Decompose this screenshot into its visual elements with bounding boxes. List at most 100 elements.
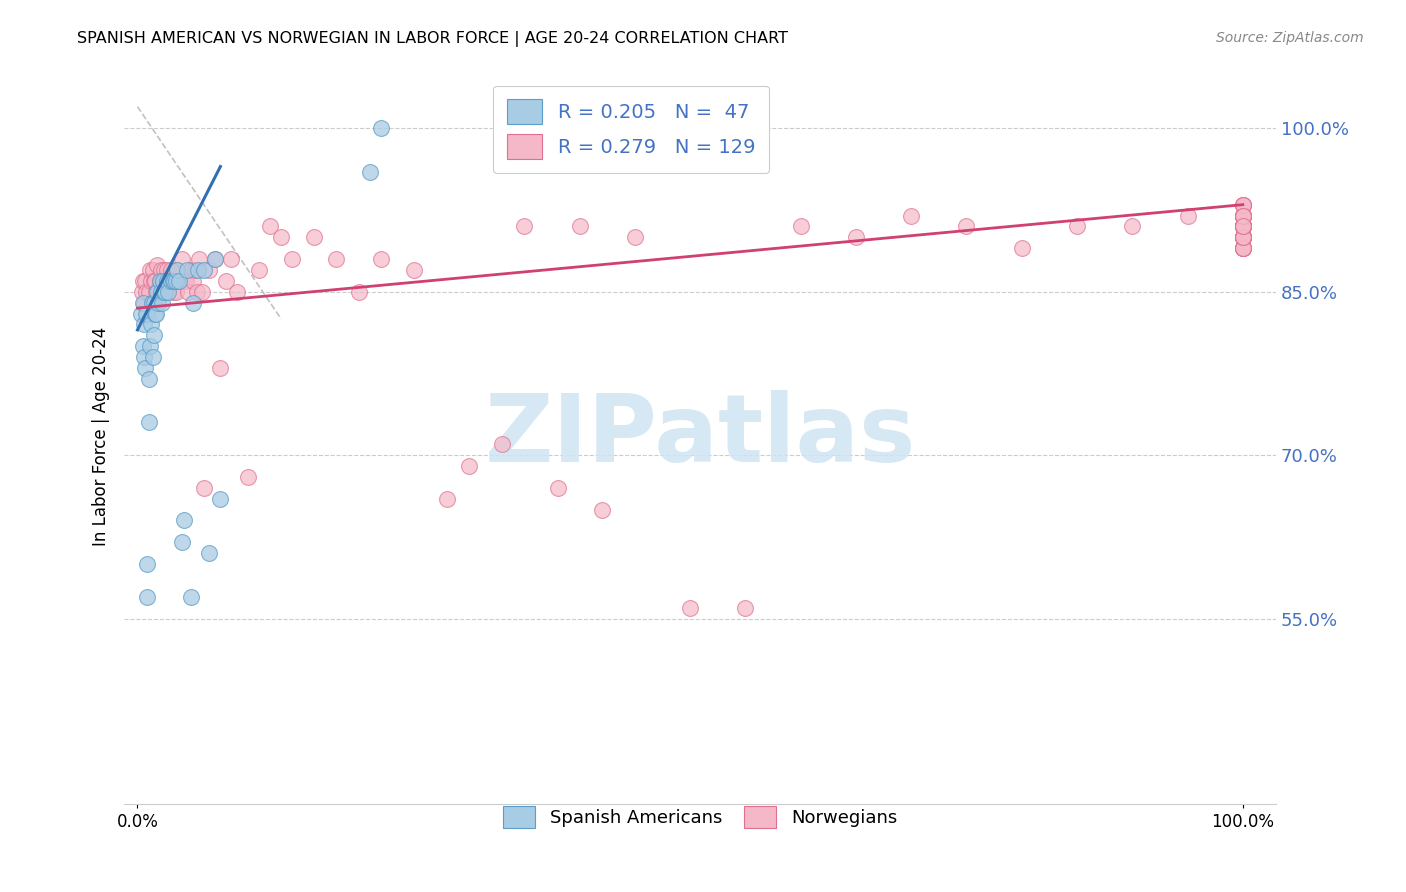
Point: [270, 230, 292, 244]
Point: [162, 285, 184, 299]
Point: [177, 285, 200, 299]
Point: [1232, 230, 1254, 244]
Point: [138, 416, 160, 430]
Point: [145, 307, 167, 321]
Point: [181, 295, 204, 310]
Point: [166, 263, 188, 277]
Point: [1232, 209, 1254, 223]
Point: [165, 274, 187, 288]
Point: [1232, 209, 1254, 223]
Point: [1232, 230, 1254, 244]
Point: [136, 307, 159, 321]
Point: [142, 350, 165, 364]
Point: [1232, 230, 1254, 244]
Point: [193, 481, 215, 495]
Point: [149, 274, 172, 288]
Point: [1232, 197, 1254, 211]
Point: [1232, 209, 1254, 223]
Point: [165, 285, 187, 299]
Point: [1232, 230, 1254, 244]
Point: [143, 274, 166, 288]
Point: [146, 258, 169, 272]
Point: [325, 252, 347, 266]
Point: [132, 318, 155, 332]
Point: [1232, 209, 1254, 223]
Point: [180, 263, 202, 277]
Point: [734, 600, 756, 615]
Point: [157, 285, 180, 299]
Point: [149, 285, 172, 299]
Point: [1232, 230, 1254, 244]
Point: [159, 263, 181, 277]
Point: [156, 274, 179, 288]
Point: [215, 274, 238, 288]
Point: [131, 285, 153, 299]
Point: [1232, 209, 1254, 223]
Point: [150, 295, 173, 310]
Point: [136, 557, 159, 571]
Point: [173, 274, 195, 288]
Point: [221, 252, 243, 266]
Point: [1232, 209, 1254, 223]
Point: [209, 491, 232, 506]
Point: [1232, 219, 1254, 234]
Point: [1232, 219, 1254, 234]
Point: [139, 274, 162, 288]
Point: [247, 263, 270, 277]
Point: [1232, 219, 1254, 234]
Point: [513, 219, 536, 234]
Point: [143, 328, 166, 343]
Point: [173, 514, 195, 528]
Point: [148, 295, 170, 310]
Point: [1232, 209, 1254, 223]
Point: [1177, 209, 1199, 223]
Point: [281, 252, 304, 266]
Point: [204, 252, 226, 266]
Point: [129, 307, 152, 321]
Point: [226, 285, 249, 299]
Point: [143, 307, 166, 321]
Point: [138, 339, 160, 353]
Point: [157, 274, 180, 288]
Point: [132, 295, 155, 310]
Point: [135, 285, 157, 299]
Point: [152, 274, 174, 288]
Point: [491, 437, 513, 451]
Point: [162, 274, 184, 288]
Point: [1232, 219, 1254, 234]
Point: [181, 274, 204, 288]
Point: [1232, 209, 1254, 223]
Point: [1232, 230, 1254, 244]
Point: [132, 350, 155, 364]
Point: [188, 252, 211, 266]
Point: [1011, 241, 1033, 255]
Point: [591, 502, 613, 516]
Point: [176, 263, 198, 277]
Point: [547, 481, 569, 495]
Point: [148, 295, 170, 310]
Point: [132, 274, 155, 288]
Point: [143, 274, 166, 288]
Point: [1232, 219, 1254, 234]
Point: [138, 285, 160, 299]
Point: [139, 318, 162, 332]
Point: [259, 219, 281, 234]
Point: [402, 263, 425, 277]
Point: [138, 263, 160, 277]
Point: [198, 263, 221, 277]
Point: [135, 307, 157, 321]
Point: [170, 535, 193, 549]
Text: SPANISH AMERICAN VS NORWEGIAN IN LABOR FORCE | AGE 20-24 CORRELATION CHART: SPANISH AMERICAN VS NORWEGIAN IN LABOR F…: [77, 31, 789, 47]
Point: [136, 590, 159, 604]
Point: [1232, 219, 1254, 234]
Point: [1232, 219, 1254, 234]
Point: [1232, 219, 1254, 234]
Point: [789, 219, 811, 234]
Point: [1232, 209, 1254, 223]
Y-axis label: In Labor Force | Age 20-24: In Labor Force | Age 20-24: [93, 326, 110, 546]
Point: [149, 263, 172, 277]
Point: [190, 285, 212, 299]
Point: [1232, 219, 1254, 234]
Point: [1232, 230, 1254, 244]
Point: [141, 295, 163, 310]
